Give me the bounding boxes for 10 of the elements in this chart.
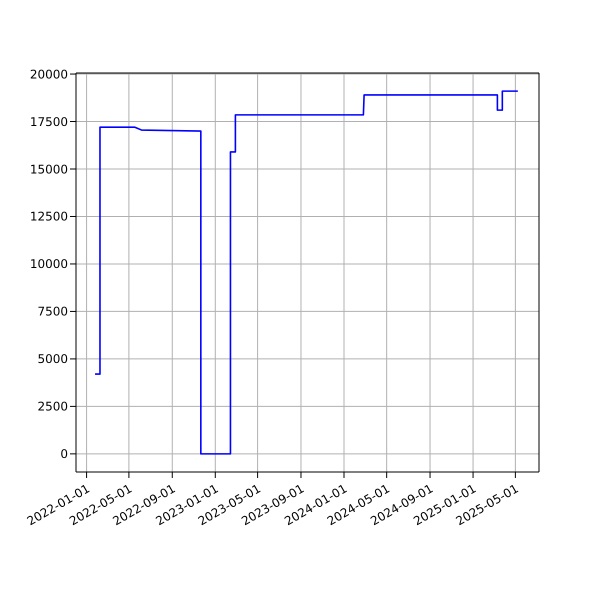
y-tick-label: 12500	[30, 210, 68, 224]
y-tick-label: 17500	[30, 114, 68, 129]
y-tick-label: 10000	[30, 257, 68, 272]
y-tick-label: 20000	[30, 67, 68, 82]
y-tick-label: 5000	[37, 352, 68, 366]
y-tick-label: 2500	[37, 400, 68, 414]
y-tick-label: 15000	[30, 162, 68, 176]
y-tick-label: 7500	[37, 304, 68, 319]
line-series	[94, 90, 519, 455]
y-tick-label: 0	[60, 447, 68, 462]
